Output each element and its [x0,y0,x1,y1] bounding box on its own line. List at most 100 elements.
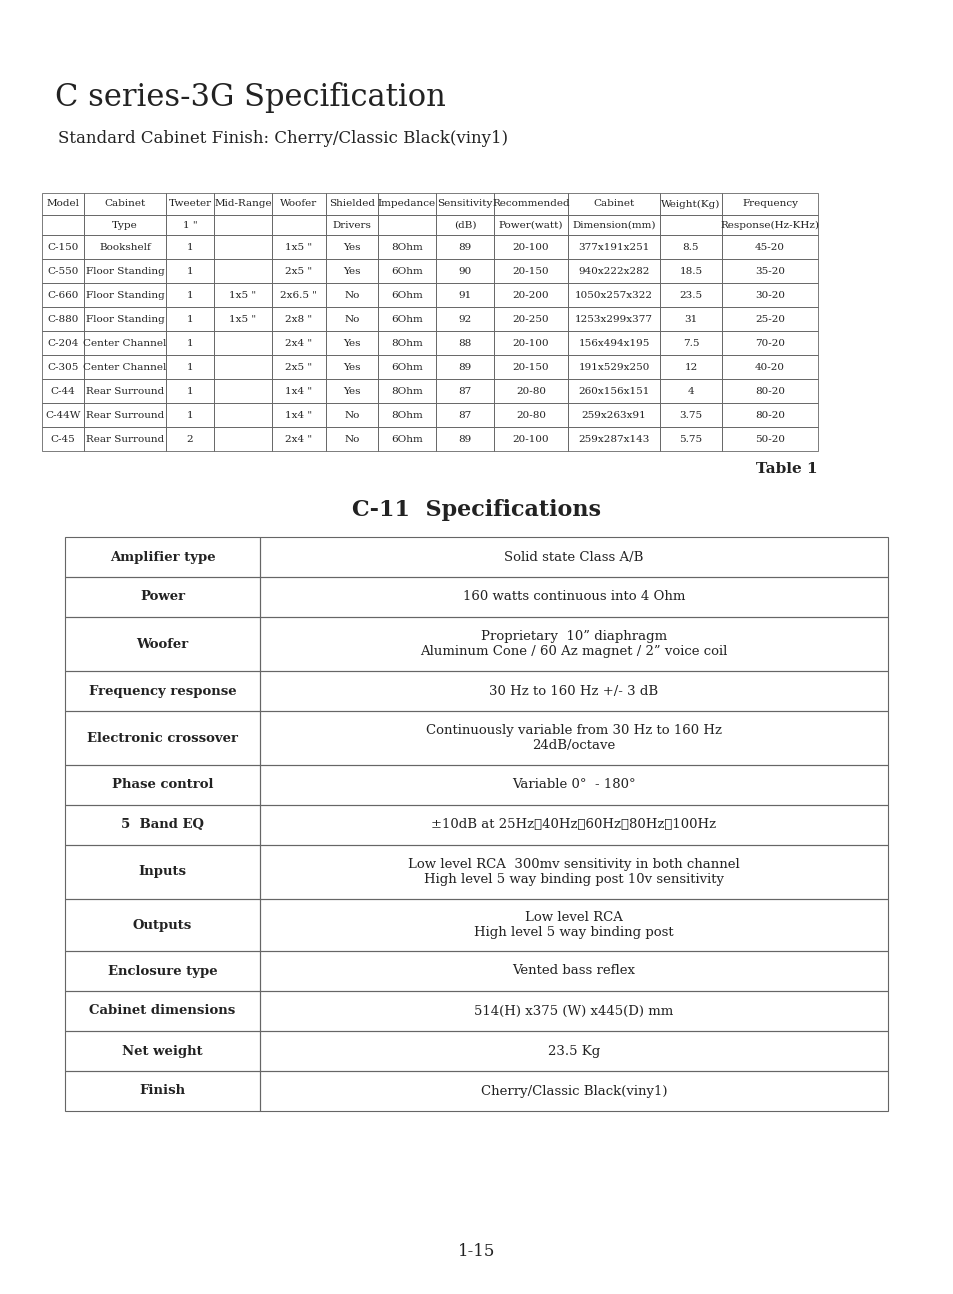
Bar [42,379,84,402]
Bar [65,899,260,951]
Bar [659,402,721,427]
Bar [436,259,494,283]
Bar [326,236,377,259]
Text: 1050x257x322: 1050x257x322 [575,290,652,299]
Bar [65,1031,260,1071]
Bar [260,1031,887,1071]
Text: 20-80: 20-80 [516,387,545,396]
Text: Cherry/Classic Black(viny1): Cherry/Classic Black(viny1) [480,1084,666,1097]
Bar [326,379,377,402]
Bar [65,710,260,765]
Text: Yes: Yes [343,242,360,251]
Bar [494,307,567,331]
Text: 1-15: 1-15 [457,1244,496,1260]
Bar [213,427,272,452]
Text: 35-20: 35-20 [754,267,784,276]
Bar [166,215,213,236]
Text: Cabinet: Cabinet [593,199,634,208]
Bar [166,259,213,283]
Bar [377,379,436,402]
Bar [213,402,272,427]
Text: 377x191x251: 377x191x251 [578,242,649,251]
Text: No: No [344,435,359,444]
Text: Response(Hz-KHz): Response(Hz-KHz) [720,220,819,229]
Text: 6Ohm: 6Ohm [391,362,422,371]
Bar [659,236,721,259]
Bar [166,427,213,452]
Text: 20-100: 20-100 [512,242,549,251]
Bar [166,307,213,331]
Bar [567,402,659,427]
Bar [272,427,326,452]
Text: C-44: C-44 [51,387,75,396]
Text: Enclosure type: Enclosure type [108,964,217,977]
Text: 23.5: 23.5 [679,290,701,299]
Text: 8Ohm: 8Ohm [391,410,422,419]
Bar [436,215,494,236]
Bar [659,193,721,215]
Bar [272,283,326,307]
Text: Center Channel: Center Channel [83,339,167,348]
Text: 92: 92 [457,314,471,324]
Bar [84,402,166,427]
Bar [84,259,166,283]
Text: C-305: C-305 [48,362,78,371]
Text: Yes: Yes [343,362,360,371]
Text: 5.75: 5.75 [679,435,701,444]
Bar [436,379,494,402]
Bar [272,402,326,427]
Text: 80-20: 80-20 [754,410,784,419]
Bar [326,427,377,452]
Bar [272,307,326,331]
Bar [721,379,817,402]
Bar [272,331,326,355]
Text: Yes: Yes [343,387,360,396]
Text: 191x529x250: 191x529x250 [578,362,649,371]
Text: C-880: C-880 [48,314,78,324]
Text: 5  Band EQ: 5 Band EQ [121,819,204,832]
Text: C-11  Specifications: C-11 Specifications [352,499,601,521]
Text: Woofer: Woofer [136,638,189,651]
Bar [494,402,567,427]
Bar [260,845,887,899]
Bar [494,355,567,379]
Text: 20-200: 20-200 [512,290,549,299]
Bar [436,236,494,259]
Bar [65,672,260,710]
Text: Floor Standing: Floor Standing [86,290,164,299]
Bar [84,379,166,402]
Bar [326,402,377,427]
Text: Low level RCA
High level 5 way binding post: Low level RCA High level 5 way binding p… [474,911,673,939]
Text: 259x263x91: 259x263x91 [581,410,646,419]
Bar [260,537,887,577]
Bar [377,236,436,259]
Bar [166,402,213,427]
Text: Drivers: Drivers [333,220,371,229]
Bar [721,193,817,215]
Text: Inputs: Inputs [138,866,186,879]
Text: 88: 88 [457,339,471,348]
Bar [721,331,817,355]
Text: 23.5 Kg: 23.5 Kg [547,1044,599,1057]
Text: Cabinet: Cabinet [104,199,146,208]
Text: 1: 1 [187,362,193,371]
Bar [494,427,567,452]
Text: Frequency: Frequency [741,199,797,208]
Text: Shielded: Shielded [329,199,375,208]
Text: 8Ohm: 8Ohm [391,387,422,396]
Bar [377,193,436,215]
Bar [42,355,84,379]
Bar [260,951,887,991]
Text: 2x5 ": 2x5 " [285,362,313,371]
Text: Electronic crossover: Electronic crossover [87,731,237,744]
Bar [84,427,166,452]
Bar [272,259,326,283]
Text: 12: 12 [683,362,697,371]
Bar [659,259,721,283]
Bar [65,617,260,672]
Text: Center Channel: Center Channel [83,362,167,371]
Bar [326,331,377,355]
Bar [377,402,436,427]
Text: 259x287x143: 259x287x143 [578,435,649,444]
Bar [567,259,659,283]
